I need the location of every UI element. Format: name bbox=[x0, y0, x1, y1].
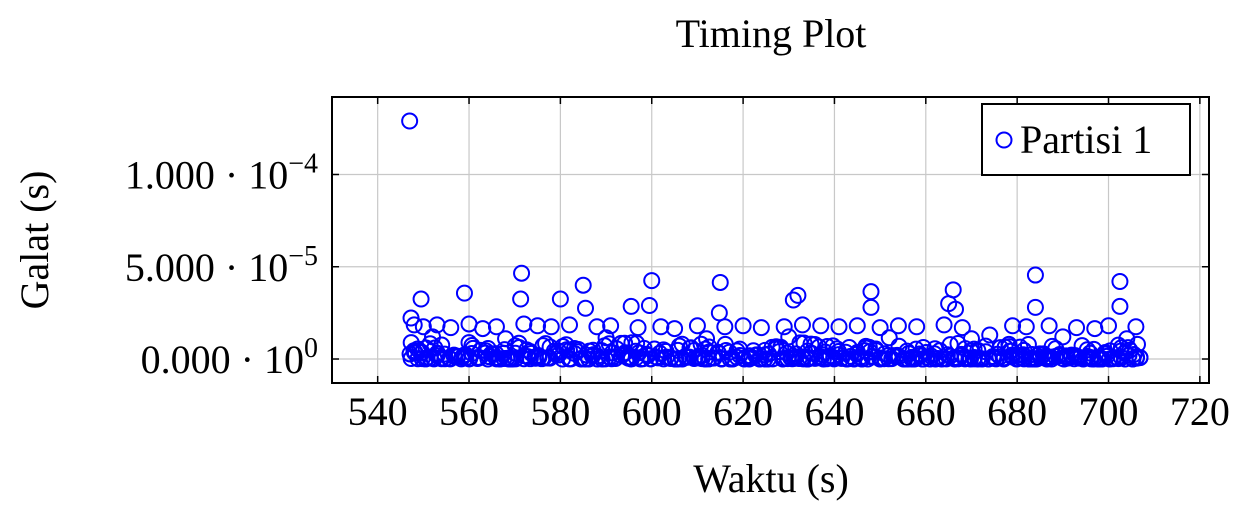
data-point bbox=[1004, 317, 1022, 335]
data-point bbox=[716, 318, 734, 336]
x-tick-label: 720 bbox=[1170, 389, 1230, 434]
x-tick-label: 540 bbox=[348, 389, 408, 434]
data-point bbox=[784, 291, 802, 309]
data-point bbox=[935, 316, 953, 334]
x-tick-label: 680 bbox=[987, 389, 1047, 434]
data-point bbox=[812, 317, 830, 335]
plot-frame bbox=[331, 96, 1210, 384]
data-point bbox=[889, 317, 907, 335]
legend-label: Partisi 1 bbox=[1020, 117, 1152, 162]
data-point bbox=[645, 340, 663, 358]
legend-marker bbox=[995, 131, 1013, 149]
ticks: 540 560 580 600 620 640 660 680 700 720 0.000 · 10… bbox=[125, 97, 1230, 434]
data-point bbox=[1111, 297, 1129, 315]
data-point bbox=[574, 276, 592, 294]
data-point bbox=[652, 318, 670, 336]
data-point bbox=[580, 350, 598, 368]
x-tick-label: 580 bbox=[530, 389, 590, 434]
x-tick-label: 700 bbox=[1079, 389, 1139, 434]
data-point bbox=[830, 318, 848, 336]
data-point bbox=[512, 290, 530, 308]
data-point bbox=[775, 318, 793, 336]
data-point bbox=[743, 349, 761, 367]
data-point bbox=[515, 315, 533, 333]
data-point bbox=[710, 304, 728, 322]
data-point bbox=[1040, 317, 1058, 335]
data-point bbox=[908, 318, 926, 336]
x-tick-label: 560 bbox=[439, 389, 499, 434]
data-point bbox=[602, 317, 620, 335]
y-tick-label: 1.000 · 10−4 bbox=[125, 148, 318, 197]
data-point bbox=[793, 316, 811, 334]
data-point bbox=[1128, 335, 1146, 353]
data-point bbox=[1017, 318, 1035, 336]
data-point bbox=[643, 272, 661, 290]
data-point bbox=[542, 318, 560, 336]
data-point bbox=[946, 300, 964, 318]
data-point bbox=[871, 319, 889, 337]
data-point bbox=[752, 319, 770, 337]
legend: Partisi 1 bbox=[981, 103, 1191, 176]
x-tick-label: 640 bbox=[804, 389, 864, 434]
data-point bbox=[953, 319, 971, 337]
legend-box bbox=[981, 103, 1191, 176]
data-point bbox=[862, 283, 880, 301]
data-point bbox=[1131, 349, 1149, 367]
data-point bbox=[666, 320, 684, 338]
data-point bbox=[894, 350, 912, 368]
data-point bbox=[1100, 317, 1118, 335]
data-point bbox=[629, 319, 647, 337]
data-point bbox=[436, 350, 454, 368]
data-point bbox=[455, 284, 473, 302]
data-point bbox=[412, 290, 430, 308]
data-point bbox=[513, 264, 531, 282]
data-point bbox=[1068, 319, 1086, 337]
data-point bbox=[848, 317, 866, 335]
data-point bbox=[640, 297, 658, 315]
x-axis-label: Waktu (s) bbox=[693, 456, 849, 501]
data-point bbox=[789, 286, 807, 304]
data-point bbox=[442, 319, 460, 337]
data-point bbox=[1026, 298, 1044, 316]
data-point bbox=[577, 299, 595, 317]
data-point bbox=[474, 320, 492, 338]
chart-title: Timing Plot bbox=[676, 11, 867, 56]
data-point bbox=[1111, 273, 1129, 291]
y-axis-label: Galat (s) bbox=[12, 171, 57, 310]
data-point bbox=[1086, 320, 1104, 338]
data-point bbox=[862, 298, 880, 316]
data-point bbox=[401, 112, 419, 130]
x-tick-label: 620 bbox=[713, 389, 773, 434]
data-point bbox=[747, 346, 765, 364]
data-point bbox=[944, 281, 962, 299]
data-point bbox=[405, 316, 423, 334]
data-point bbox=[880, 329, 898, 347]
data-point bbox=[436, 345, 454, 363]
data-point bbox=[981, 326, 999, 344]
data-point bbox=[588, 318, 606, 336]
data-point bbox=[711, 273, 729, 291]
data-point bbox=[487, 318, 505, 336]
data-point bbox=[688, 317, 706, 335]
data-point bbox=[734, 317, 752, 335]
data-point bbox=[551, 290, 569, 308]
data-point bbox=[529, 317, 547, 335]
data-point bbox=[1127, 318, 1145, 336]
data-point bbox=[1026, 266, 1044, 284]
data-point bbox=[1011, 338, 1029, 356]
data-point bbox=[414, 318, 432, 336]
y-tick-label: 0.000 · 100 bbox=[141, 333, 318, 382]
data-point bbox=[622, 297, 640, 315]
data-points bbox=[401, 112, 1149, 368]
data-point bbox=[698, 330, 716, 348]
x-tick-label: 660 bbox=[896, 389, 956, 434]
x-tick-label: 600 bbox=[622, 389, 682, 434]
data-point bbox=[561, 316, 579, 334]
y-tick-label: 5.000 · 10−5 bbox=[125, 241, 318, 290]
data-point bbox=[750, 350, 768, 368]
